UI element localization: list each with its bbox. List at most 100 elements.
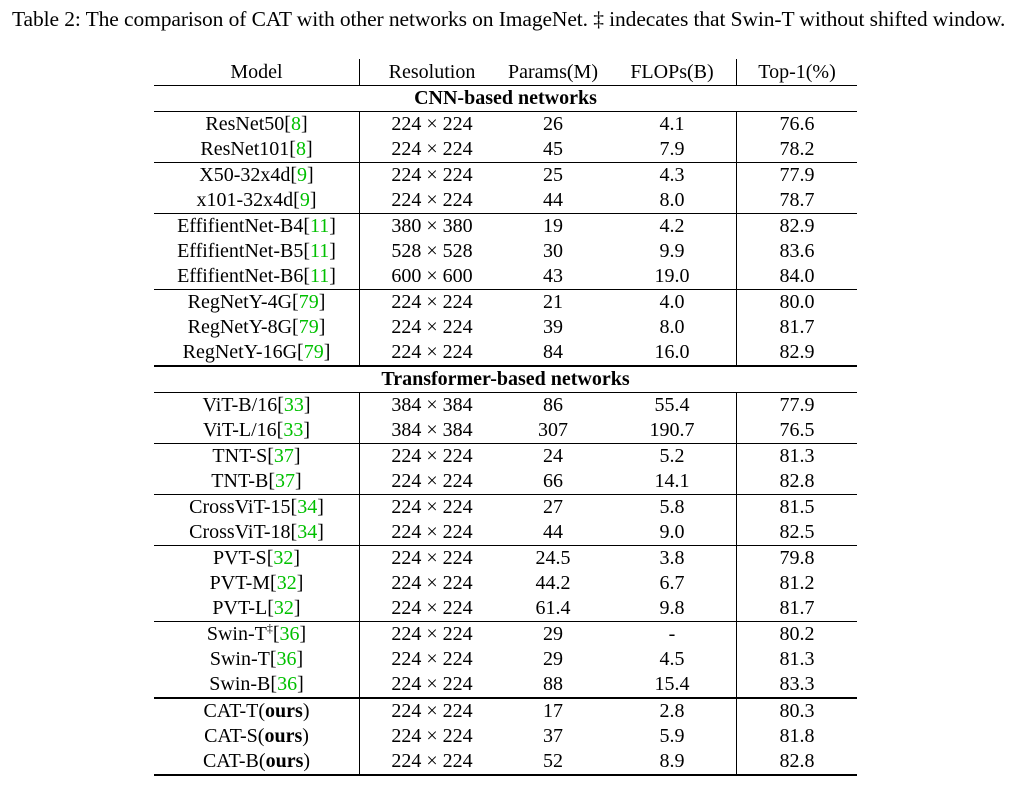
citation-link[interactable]: 36 xyxy=(276,648,297,670)
citation-link[interactable]: 9 xyxy=(297,164,308,186)
resolution-cell: 224 × 224 xyxy=(359,443,498,469)
top1-cell: 81.8 xyxy=(779,725,815,747)
params-cell: 17 xyxy=(498,697,608,724)
top1-cell: 82.8 xyxy=(779,470,815,492)
flops-cell: 16.0 xyxy=(608,340,737,366)
flops-cell: 9.8 xyxy=(608,596,737,622)
resolution-cell: 224 × 224 xyxy=(391,189,473,211)
citation-link[interactable]: 8 xyxy=(290,113,301,135)
model-cell: CAT-T(ours) xyxy=(154,697,360,724)
citation-link[interactable]: 32 xyxy=(276,572,297,594)
resolution-cell: 224 × 224 xyxy=(391,138,473,160)
citation-link[interactable]: 79 xyxy=(303,341,324,363)
params-cell: 43 xyxy=(543,265,563,287)
citation-link[interactable]: 33 xyxy=(283,419,304,441)
citation-link[interactable]: 32 xyxy=(273,547,294,569)
params-cell: 307 xyxy=(538,419,568,441)
params-cell: 21 xyxy=(498,289,608,315)
ours-label: ours xyxy=(265,750,304,772)
model-name: TNT-S xyxy=(212,445,268,467)
table-row: Swin-B[36] 224 × 224 88 15.4 83.3 xyxy=(154,672,857,698)
citation-link[interactable]: 11 xyxy=(310,240,330,262)
table-row: CAT-T(ours) 224 × 224 17 2.8 80.3 xyxy=(154,697,857,724)
model-cell: CAT-S(ours) xyxy=(154,724,360,749)
params-cell: 37 xyxy=(543,725,563,747)
resolution-cell: 224 × 224 xyxy=(391,470,473,492)
flops-cell: 5.9 xyxy=(608,724,737,749)
model-cell: PVT-S[32] xyxy=(154,545,360,571)
table-row: CrossViT-15[34] 224 × 224 27 5.8 81.5 xyxy=(154,494,857,520)
citation-link[interactable]: 37 xyxy=(275,470,296,492)
params-cell: 26 xyxy=(543,113,563,135)
citation-link[interactable]: 34 xyxy=(297,496,318,518)
table-row: PVT-L[32] 224 × 224 61.4 9.8 81.7 xyxy=(154,596,857,622)
top1-cell: 77.9 xyxy=(736,162,857,188)
citation-link[interactable]: 32 xyxy=(273,597,294,619)
table-row: EffifientNet-B5[11] 528 × 528 30 9.9 83.6 xyxy=(154,239,857,264)
citation-link[interactable]: 11 xyxy=(310,215,330,237)
top1-cell: 83.6 xyxy=(779,240,815,262)
model-name: Swin-B xyxy=(209,673,271,695)
citation-link[interactable]: 34 xyxy=(297,521,318,543)
params-cell: 84 xyxy=(543,341,563,363)
citation-link[interactable]: 33 xyxy=(283,394,304,416)
model-name: CAT-B xyxy=(202,750,259,772)
top1-cell: 77.9 xyxy=(779,394,815,416)
citation-link[interactable]: 36 xyxy=(277,673,298,695)
table-row: ViT-B/16[33] 384 × 384 86 55.4 77.9 xyxy=(154,392,857,418)
params-cell: 61.4 xyxy=(535,597,571,619)
params-cell: 88 xyxy=(543,673,563,695)
resolution-cell: 224 × 224 xyxy=(359,494,498,520)
flops-cell: 19.0 xyxy=(608,264,737,290)
params-cell: 66 xyxy=(543,470,563,492)
model-cell: X50-32x4d[9] xyxy=(154,162,360,188)
flops-cell: 4.3 xyxy=(608,162,737,188)
resolution-cell: 224 × 224 xyxy=(391,113,473,135)
header-resolution: Resolution xyxy=(359,59,498,86)
top1-cell: 81.5 xyxy=(736,494,857,520)
citation-link[interactable]: 11 xyxy=(310,265,330,287)
model-name: PVT-M xyxy=(209,572,271,594)
flops-cell: 6.7 xyxy=(608,571,737,596)
table-row: PVT-S[32] 224 × 224 24.5 3.8 79.8 xyxy=(154,545,857,571)
flops-cell: 8.9 xyxy=(608,749,737,776)
citation-link[interactable]: 9 xyxy=(299,189,310,211)
model-name: CrossViT-18 xyxy=(189,521,291,543)
resolution-cell: 380 × 380 xyxy=(359,213,498,239)
citation-link[interactable]: 8 xyxy=(295,138,306,160)
params-cell: 24.5 xyxy=(498,545,608,571)
flops-cell: 14.1 xyxy=(608,469,737,495)
resolution-cell: 224 × 224 xyxy=(359,289,498,315)
model-name: RegNetY-16G xyxy=(182,341,298,363)
table-row: ResNet50[8] 224 × 224 26 4.1 76.6 xyxy=(154,111,857,137)
top1-cell: 76.5 xyxy=(779,419,815,441)
citation-link[interactable]: 79 xyxy=(298,316,319,338)
citation-link[interactable]: 36 xyxy=(279,623,300,645)
top1-cell: 82.9 xyxy=(736,213,857,239)
params-cell: 19 xyxy=(498,213,608,239)
top1-cell: 79.8 xyxy=(736,545,857,571)
table-row: CAT-S(ours) 224 × 224 37 5.9 81.8 xyxy=(154,724,857,749)
table-row: x101-32x4d[9] 224 × 224 44 8.0 78.7 xyxy=(154,188,857,214)
resolution-cell: 224 × 224 xyxy=(391,521,473,543)
section-header-row: CNN-based networks xyxy=(154,85,857,112)
model-name: ResNet50 xyxy=(205,113,285,135)
resolution-cell: 224 × 224 xyxy=(359,749,498,776)
model-cell: RegNetY-4G[79] xyxy=(154,289,360,315)
model-cell: CrossViT-18[34] xyxy=(154,520,360,546)
table-row: Swin-T‡[36] 224 × 224 29-80.2 xyxy=(154,621,857,647)
comparison-table-wrapper: Model Resolution Params(M) FLOPs(B) Top-… xyxy=(154,59,857,776)
flops-cell: 5.8 xyxy=(608,494,737,520)
model-name: ResNet101 xyxy=(200,138,290,160)
model-name: RegNetY-8G xyxy=(187,316,293,338)
ours-label: ours xyxy=(265,700,303,722)
model-name: CAT-S xyxy=(204,725,258,747)
resolution-cell: 224 × 224 xyxy=(391,341,473,363)
params-cell: 30 xyxy=(543,240,563,262)
citation-link[interactable]: 37 xyxy=(273,445,294,467)
top1-cell: 82.9 xyxy=(779,341,815,363)
citation-link[interactable]: 79 xyxy=(298,291,319,313)
params-cell: 27 xyxy=(498,494,608,520)
flops-cell: 3.8 xyxy=(608,545,737,571)
params-cell: 44 xyxy=(543,189,563,211)
